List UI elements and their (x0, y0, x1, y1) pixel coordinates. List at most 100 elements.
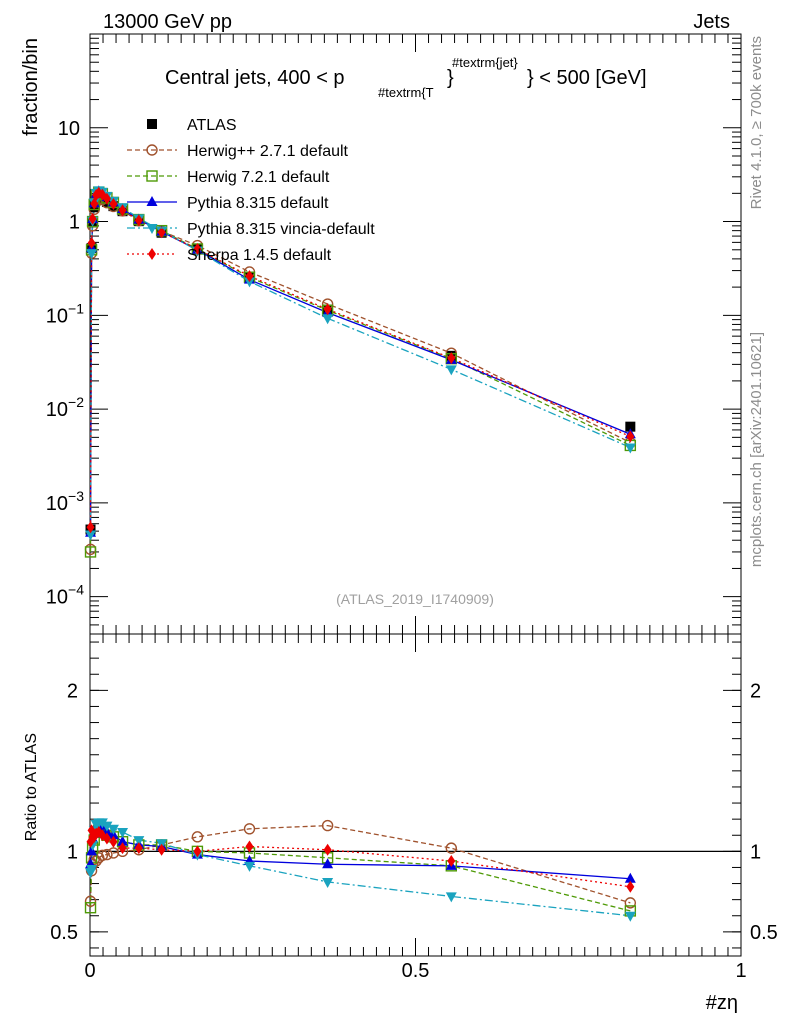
ratio-point-vincia (101, 821, 113, 832)
title-subscript: #textrm{T (378, 85, 434, 100)
legend-entry-herwig7: Herwig 7.2.1 default (127, 169, 330, 186)
header-left: 13000 GeV pp (103, 11, 232, 33)
legend-label-herwig7: Herwig 7.2.1 default (187, 169, 330, 186)
ratio-point-pythia (322, 858, 334, 869)
ratio-point-vincia (133, 836, 145, 847)
ratio-y-tick-label-left: 1 (67, 841, 78, 863)
ratio-line-pythia (89, 824, 631, 880)
y-tick-label: 10−1 (46, 300, 84, 327)
point-sherpa (323, 303, 332, 316)
ratio-point-sherpa (323, 843, 332, 856)
point-vincia (86, 249, 98, 260)
point-sherpa (88, 212, 97, 225)
ratio-point-vincia (96, 818, 108, 829)
ratio-line-herwigpp (89, 824, 631, 904)
point-sherpa (87, 237, 96, 250)
title-main: Central jets, 400 < p (165, 67, 345, 89)
ratio-point-vincia (86, 865, 98, 876)
title-brace: } (447, 67, 454, 89)
title-end: } < 500 [GeV] (527, 67, 647, 89)
y-tick-label: 10 (58, 118, 80, 140)
point-sherpa (86, 521, 95, 534)
legend-label-atlas: ATLAS (187, 117, 237, 134)
x-axis-label: #zη (706, 992, 738, 1014)
ratio-point-herwig7 (84, 902, 97, 914)
ratio-point-pythia (624, 872, 636, 883)
legend-label-pythia: Pythia 8.315 default (187, 195, 329, 212)
ratio-point-pythia (86, 845, 98, 856)
ratio-point-herwigpp (96, 849, 109, 862)
ratio-point-pythia (117, 835, 129, 846)
legend-marker-herwigpp (146, 144, 158, 156)
y-axis-label-main: fraction/bin (20, 38, 42, 136)
point-sherpa (447, 352, 456, 365)
series-line-pythia (89, 190, 631, 533)
legend-marker-vincia (146, 224, 158, 234)
header-right: Jets (693, 11, 730, 33)
ratio-point-sherpa (626, 880, 635, 893)
legend-entry-atlas: ATLAS (147, 117, 237, 134)
ratio-point-vincia (445, 892, 457, 903)
point-herwig7 (84, 546, 97, 558)
ratio-panel: 0.5 0.51 12 20 0.5 1 (50, 633, 778, 982)
point-atlas (625, 421, 636, 432)
point-vincia (243, 277, 255, 288)
ratio-point-herwigpp (445, 842, 458, 854)
point-sherpa (134, 214, 143, 227)
legend-marker-herwig7 (146, 170, 158, 182)
title-superscript: #textrm{jet} (452, 55, 518, 70)
point-vincia (624, 443, 636, 454)
series-line-vincia (89, 189, 631, 535)
legend-entry-herwigpp: Herwig++ 2.7.1 default (127, 143, 349, 160)
x-tick-label: 0.5 (402, 960, 430, 982)
ratio-y-tick-label-right: 2 (750, 680, 761, 702)
main-panel: 10−4 10−3 10−2 10−1 1 10 (46, 33, 742, 635)
legend-marker-sherpa (148, 248, 156, 260)
point-vincia (445, 365, 457, 376)
ratio-point-sherpa (193, 845, 202, 858)
ratio-point-sherpa (102, 832, 111, 845)
ratio-point-herwigpp (101, 848, 113, 861)
ratio-point-sherpa (118, 842, 127, 855)
ratio-line-sherpa (89, 830, 631, 888)
point-vincia (322, 314, 334, 325)
point-sherpa (102, 192, 111, 205)
legend-entry-sherpa: Sherpa 1.4.5 default (127, 247, 332, 264)
series-line-sherpa (89, 191, 631, 528)
point-sherpa (193, 242, 202, 255)
ratio-frame-border (89, 633, 742, 957)
legend-marker-pythia (146, 196, 158, 206)
ratio-point-sherpa (245, 840, 254, 853)
analysis-watermark: (ATLAS_2019_I1740909) (336, 591, 494, 607)
legend-label-vincia: Pythia 8.315 vincia-default (187, 221, 375, 238)
legend-label-herwigpp: Herwig++ 2.7.1 default (187, 143, 349, 160)
y-tick-label: 1 (69, 212, 80, 234)
mcplots-label: mcplots.cern.ch [arXiv:2401.10621] (748, 332, 765, 567)
ratio-point-vincia (107, 824, 119, 835)
point-sherpa (118, 204, 127, 217)
legend-marker-atlas (147, 119, 157, 129)
legend-label-sherpa: Sherpa 1.4.5 default (187, 247, 332, 264)
ratio-point-vincia (243, 861, 255, 872)
ratio-y-tick-label-left: 2 (67, 680, 78, 702)
ratio-point-sherpa (109, 835, 118, 848)
x-tick-label: 0 (84, 960, 95, 982)
chart-title: Central jets, 400 < p #textrm{T } #textr… (165, 55, 647, 100)
legend: ATLAS Herwig++ 2.7.1 default Herwig 7.2.1 … (127, 117, 375, 264)
point-sherpa (626, 430, 635, 443)
series-line-herwigpp (89, 198, 631, 550)
series-line-herwig7 (89, 191, 631, 552)
point-sherpa (109, 197, 118, 210)
ratio-point-herwigpp (191, 831, 204, 843)
y-axis-label-ratio: Ratio to ATLAS (23, 733, 40, 841)
x-tick-label: 1 (735, 960, 746, 982)
ratio-point-sherpa (447, 855, 456, 868)
ratio-y-tick-label-right: 0.5 (750, 922, 778, 944)
y-tick-label: 10−2 (46, 394, 84, 421)
ratio-point-sherpa (157, 843, 166, 856)
ratio-point-vincia (117, 828, 129, 839)
ratio-line-vincia (89, 821, 631, 917)
ratio-point-herwigpp (243, 823, 256, 835)
ratio-point-herwigpp (624, 897, 637, 909)
